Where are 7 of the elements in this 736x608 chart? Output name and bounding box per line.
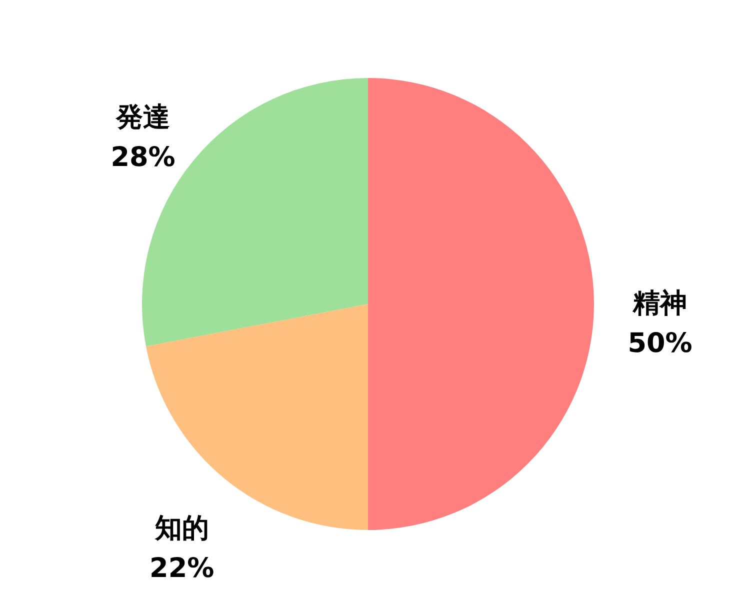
slice-label: 発達 [115, 102, 170, 133]
data-label: 50% [628, 328, 692, 359]
data-label: 22% [150, 552, 214, 584]
slice-label: 知的 [154, 512, 209, 544]
pie-slice [368, 78, 594, 530]
slice-label: 精神 [632, 288, 687, 319]
data-label: 28% [110, 142, 176, 173]
